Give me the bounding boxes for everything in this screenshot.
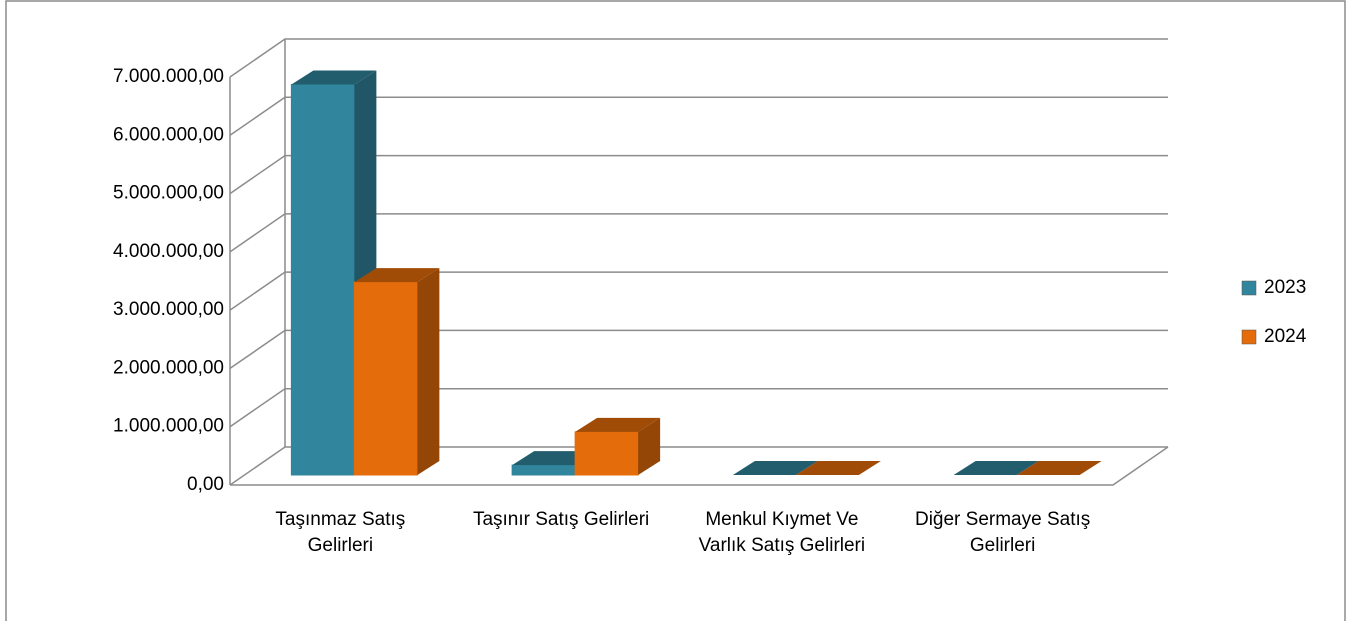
y-tick-label: 5.000.000,00 bbox=[113, 183, 224, 204]
x-tick-label: Diğer Sermaye Satış Gelirleri bbox=[914, 509, 1091, 556]
bar-front bbox=[574, 431, 639, 476]
bar-side bbox=[638, 417, 661, 475]
bar bbox=[1016, 461, 1102, 475]
bar-side bbox=[417, 268, 440, 475]
bar bbox=[353, 268, 440, 476]
y-tick-label: 4.000.000,00 bbox=[113, 241, 224, 262]
legend-swatch bbox=[1241, 280, 1257, 296]
y-tick-label: 0,00 bbox=[187, 474, 224, 495]
bar-top bbox=[1016, 461, 1102, 475]
x-tick-label: Taşınır Satış Gelirleri bbox=[472, 509, 650, 530]
y-tick-label: 6.000.000,00 bbox=[113, 124, 224, 145]
bar-top bbox=[354, 268, 440, 283]
y-tick-label: 2.000.000,00 bbox=[113, 357, 224, 378]
bar-front bbox=[511, 464, 576, 476]
floor bbox=[230, 446, 1169, 486]
legend-label: 2023 bbox=[1264, 277, 1306, 298]
y-tick-label: 3.000.000,00 bbox=[113, 299, 224, 320]
y-tick-label: 7.000.000,00 bbox=[113, 66, 224, 87]
bar bbox=[574, 417, 661, 476]
chart-border bbox=[5, 0, 1346, 621]
x-tick-label: Taşınmaz Satış Gelirleri bbox=[275, 509, 406, 556]
legend-swatch bbox=[1241, 329, 1257, 345]
y-tick-label: 1.000.000,00 bbox=[113, 416, 224, 437]
bar-top bbox=[575, 417, 661, 432]
x-tick-label: Menkul Kıymet Ve Varlık Satış Gelirleri bbox=[698, 509, 866, 556]
bar-top bbox=[795, 461, 881, 475]
legend-label: 2024 bbox=[1264, 326, 1307, 347]
bar-top bbox=[953, 461, 1039, 475]
bar-front bbox=[290, 83, 355, 476]
bar-top bbox=[291, 70, 377, 85]
bar-top bbox=[732, 461, 818, 475]
bar bbox=[953, 461, 1039, 475]
bar bbox=[732, 461, 818, 475]
bar-front bbox=[353, 281, 418, 476]
bar bbox=[795, 461, 881, 475]
